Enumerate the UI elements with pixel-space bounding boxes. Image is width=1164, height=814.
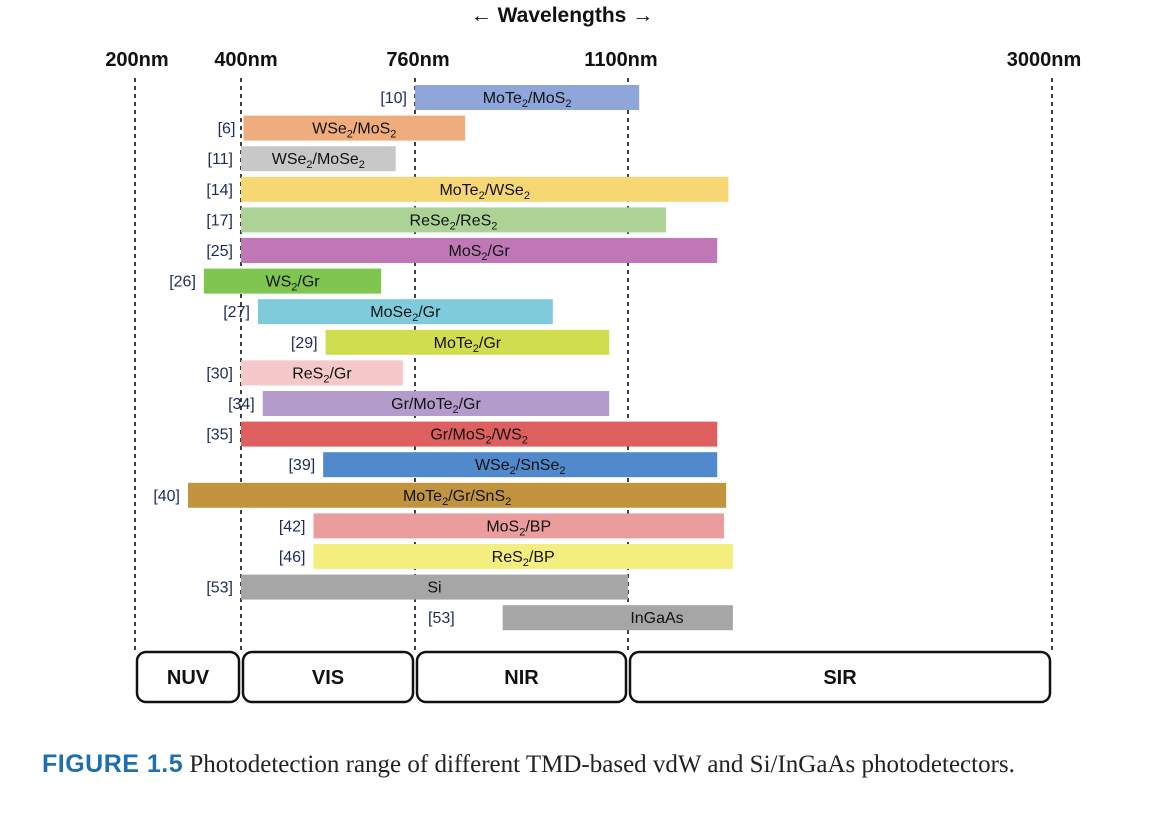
reference-label: [53] — [206, 580, 233, 597]
range-bar: MoS2/Gr [25] — [206, 238, 718, 263]
figure-caption: FIGURE 1.5 Photodetection range of diffe… — [42, 748, 1122, 781]
range-bar: Gr/MoS2/WS2 [35] — [206, 421, 718, 447]
range-bar-rect — [502, 605, 733, 631]
range-bar-label: MoTe2/Gr — [434, 335, 502, 355]
range-bar: InGaAs [53] — [428, 605, 733, 631]
range-bar-rect — [313, 513, 724, 539]
x-tick-labels: 200nm 400nm 760nm 1100nm 3000nm — [105, 49, 1081, 71]
range-bar: MoTe2/Gr/SnS2 [40] — [153, 482, 727, 508]
range-bar: ReSe2/ReS2 [17] — [206, 207, 666, 233]
region-box-outline — [628, 650, 1052, 704]
range-bar-label: MoTe2/WSe2 — [439, 182, 530, 202]
range-bar: WSe2/MoSe2 [11] — [208, 146, 396, 172]
range-bar-rect — [323, 452, 718, 478]
range-bar: Si [53] — [206, 574, 628, 600]
reference-label: [10] — [380, 90, 407, 107]
reference-label: [6] — [218, 121, 236, 138]
range-bar-label: MoS2/Gr — [449, 243, 511, 263]
region-box-vis: VIS — [241, 650, 415, 704]
range-bar-label: Gr/MoTe2/Gr — [391, 396, 481, 416]
range-bar-rect — [241, 574, 628, 600]
range-bar-label: MoTe2/Gr/SnS2 — [403, 488, 511, 508]
range-bar-rect — [415, 85, 640, 110]
range-bar: MoSe2/Gr [27] — [223, 299, 553, 325]
region-label: VIS — [312, 667, 344, 689]
caption-text: Photodetection range of different TMD-ba… — [189, 751, 1015, 778]
reference-label: [35] — [206, 427, 233, 444]
range-bar-label: WSe2/MoS2 — [312, 121, 396, 141]
x-tick-label: 1100nm — [584, 49, 657, 71]
region-box-outline — [135, 650, 241, 704]
reference-label: [34] — [228, 396, 255, 413]
figure-number: FIGURE 1.5 — [42, 750, 184, 778]
range-bar-label: ReS2/Gr — [292, 365, 352, 385]
x-tick-label: 3000nm — [1007, 49, 1082, 71]
range-bar: WSe2/MoS2 [6] — [218, 115, 466, 141]
range-bar: Gr/MoTe2/Gr [34] — [228, 391, 610, 416]
reference-label: [42] — [279, 518, 306, 535]
range-bar-label: Si — [427, 580, 441, 597]
range-bar-rect — [325, 329, 610, 355]
range-bar-label: Gr/MoS2/WS2 — [430, 427, 528, 447]
range-bar-rect — [257, 299, 553, 325]
reference-label: [39] — [288, 457, 315, 474]
range-bar-rect — [241, 421, 718, 447]
region-box-outline — [241, 650, 415, 704]
region-label: NIR — [504, 667, 539, 689]
range-bar-label: ReS2/BP — [492, 549, 555, 569]
range-bar-label: WSe2/SnSe2 — [475, 457, 566, 477]
range-bar-rect — [313, 544, 733, 569]
reference-label: [27] — [223, 304, 250, 321]
range-bar: WSe2/SnSe2 [39] — [288, 452, 718, 478]
photodetection-range-chart: ← Wavelengths → 200nm 400nm 760nm 1100nm 300… — [105, 4, 1081, 704]
reference-label: [53] — [428, 610, 455, 627]
range-bar-label: MoS2/BP — [486, 518, 551, 538]
region-box-sir: SIR — [628, 650, 1052, 704]
range-bar-label: MoTe2/MoS2 — [483, 90, 572, 110]
reference-label: [25] — [206, 243, 233, 260]
range-bar-rect — [243, 115, 466, 141]
region-box-outline — [415, 650, 628, 704]
range-bar-rect — [203, 268, 382, 294]
range-bar: ReS2/Gr [30] — [206, 360, 403, 386]
reference-label: [46] — [279, 549, 306, 566]
range-bar-rect — [262, 391, 610, 416]
range-bar: MoTe2/Gr [29] — [291, 329, 610, 355]
range-bar: ReS2/BP [46] — [279, 544, 733, 569]
region-box-nuv: NUV — [135, 650, 241, 704]
region-label: NUV — [167, 667, 210, 689]
x-tick-label: 400nm — [214, 49, 277, 71]
range-bar-rect — [241, 176, 729, 202]
range-bar-rect — [241, 207, 666, 233]
range-bar-label: WS2/Gr — [265, 274, 320, 294]
reference-label: [40] — [153, 488, 180, 505]
range-bars: MoTe2/MoS2 [10] WSe2/MoS2 [6] WSe2/MoSe2 [11]… — [153, 85, 733, 631]
range-bar-label: ReSe2/ReS2 — [410, 212, 498, 232]
range-bar-label: InGaAs — [630, 610, 683, 627]
range-bar: WS2/Gr [26] — [169, 268, 382, 294]
reference-label: [14] — [206, 182, 233, 199]
range-bar-rect — [241, 146, 396, 172]
range-bar: MoTe2/MoS2 [10] — [380, 85, 640, 110]
range-bar-rect — [188, 482, 727, 508]
spectral-region-boxes: NUV VIS NIR SIR — [135, 650, 1052, 704]
reference-label: [17] — [206, 212, 233, 229]
chart-title: ← Wavelengths → — [471, 4, 653, 27]
range-bar: MoTe2/WSe2 [14] — [206, 176, 729, 202]
range-bar: MoS2/BP [42] — [279, 513, 724, 539]
reference-label: [30] — [206, 365, 233, 382]
range-bar-label: WSe2/MoSe2 — [272, 151, 365, 171]
range-bar-label: MoSe2/Gr — [370, 304, 441, 324]
range-bar-rect — [241, 360, 403, 386]
x-tick-label: 200nm — [105, 49, 168, 71]
reference-label: [29] — [291, 335, 318, 352]
reference-label: [11] — [208, 151, 234, 168]
region-box-nir: NIR — [415, 650, 628, 704]
x-tick-label: 760nm — [386, 49, 449, 71]
range-bar-rect — [241, 238, 718, 263]
reference-label: [26] — [169, 274, 196, 291]
region-label: SIR — [823, 667, 857, 689]
